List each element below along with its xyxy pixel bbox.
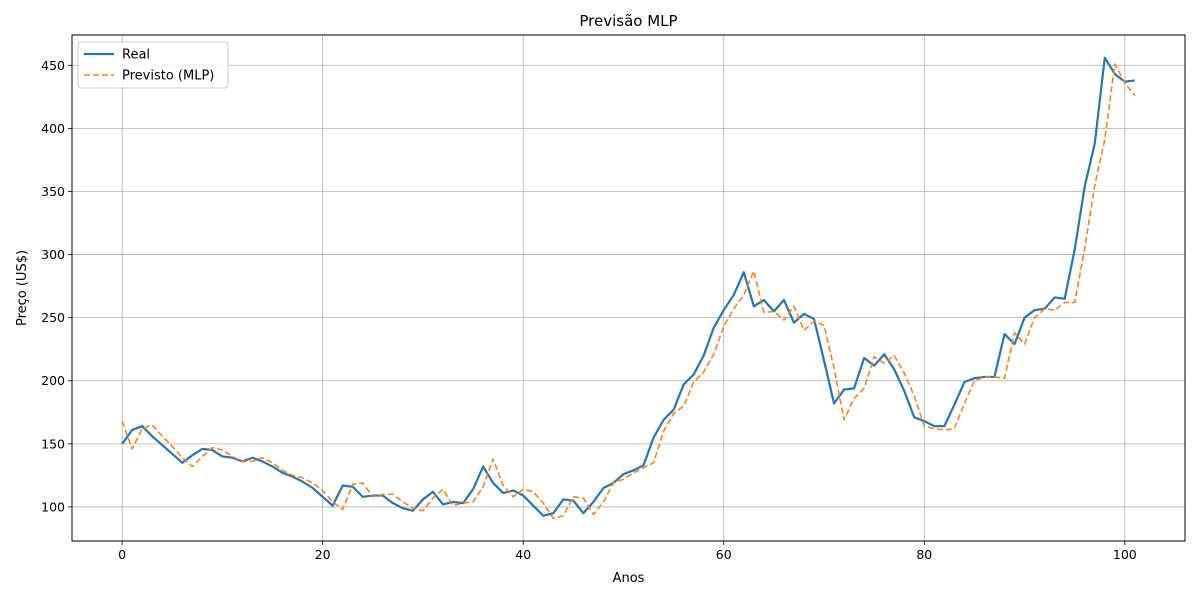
y-tick-label: 400	[41, 121, 65, 136]
chart-title: Previsão MLP	[579, 12, 677, 30]
axis-ticks: 0 20 40 60 80 100 100 150 200 250 300 350 400 450	[41, 58, 1137, 562]
legend: Real Previsto (MLP)	[77, 41, 229, 89]
legend-box	[77, 41, 229, 89]
y-tick-label: 100	[41, 499, 65, 514]
x-tick-label: 20	[315, 547, 331, 562]
legend-label: Previsto (MLP)	[122, 69, 214, 84]
grid-lines	[72, 35, 1185, 541]
x-tick-label: 60	[716, 547, 732, 562]
legend-label: Real	[122, 48, 150, 63]
series-line-real	[121, 56, 1135, 517]
plot-frame	[71, 34, 1186, 542]
y-axis-label: Preço (US$)	[15, 250, 30, 326]
y-tick-label: 250	[41, 310, 65, 325]
y-tick-label: 300	[41, 247, 65, 262]
y-tick-label: 450	[41, 58, 65, 73]
x-tick-label: 0	[118, 547, 126, 562]
x-tick-label: 80	[916, 547, 932, 562]
x-axis-label: Anos	[613, 571, 645, 586]
y-tick-label: 350	[41, 184, 65, 199]
series-line-previsto	[121, 63, 1136, 520]
series-layer	[121, 56, 1136, 520]
x-tick-label: 40	[515, 547, 531, 562]
x-tick-label: 100	[1113, 547, 1137, 562]
y-tick-label: 200	[41, 373, 65, 388]
y-tick-label: 150	[41, 436, 65, 451]
